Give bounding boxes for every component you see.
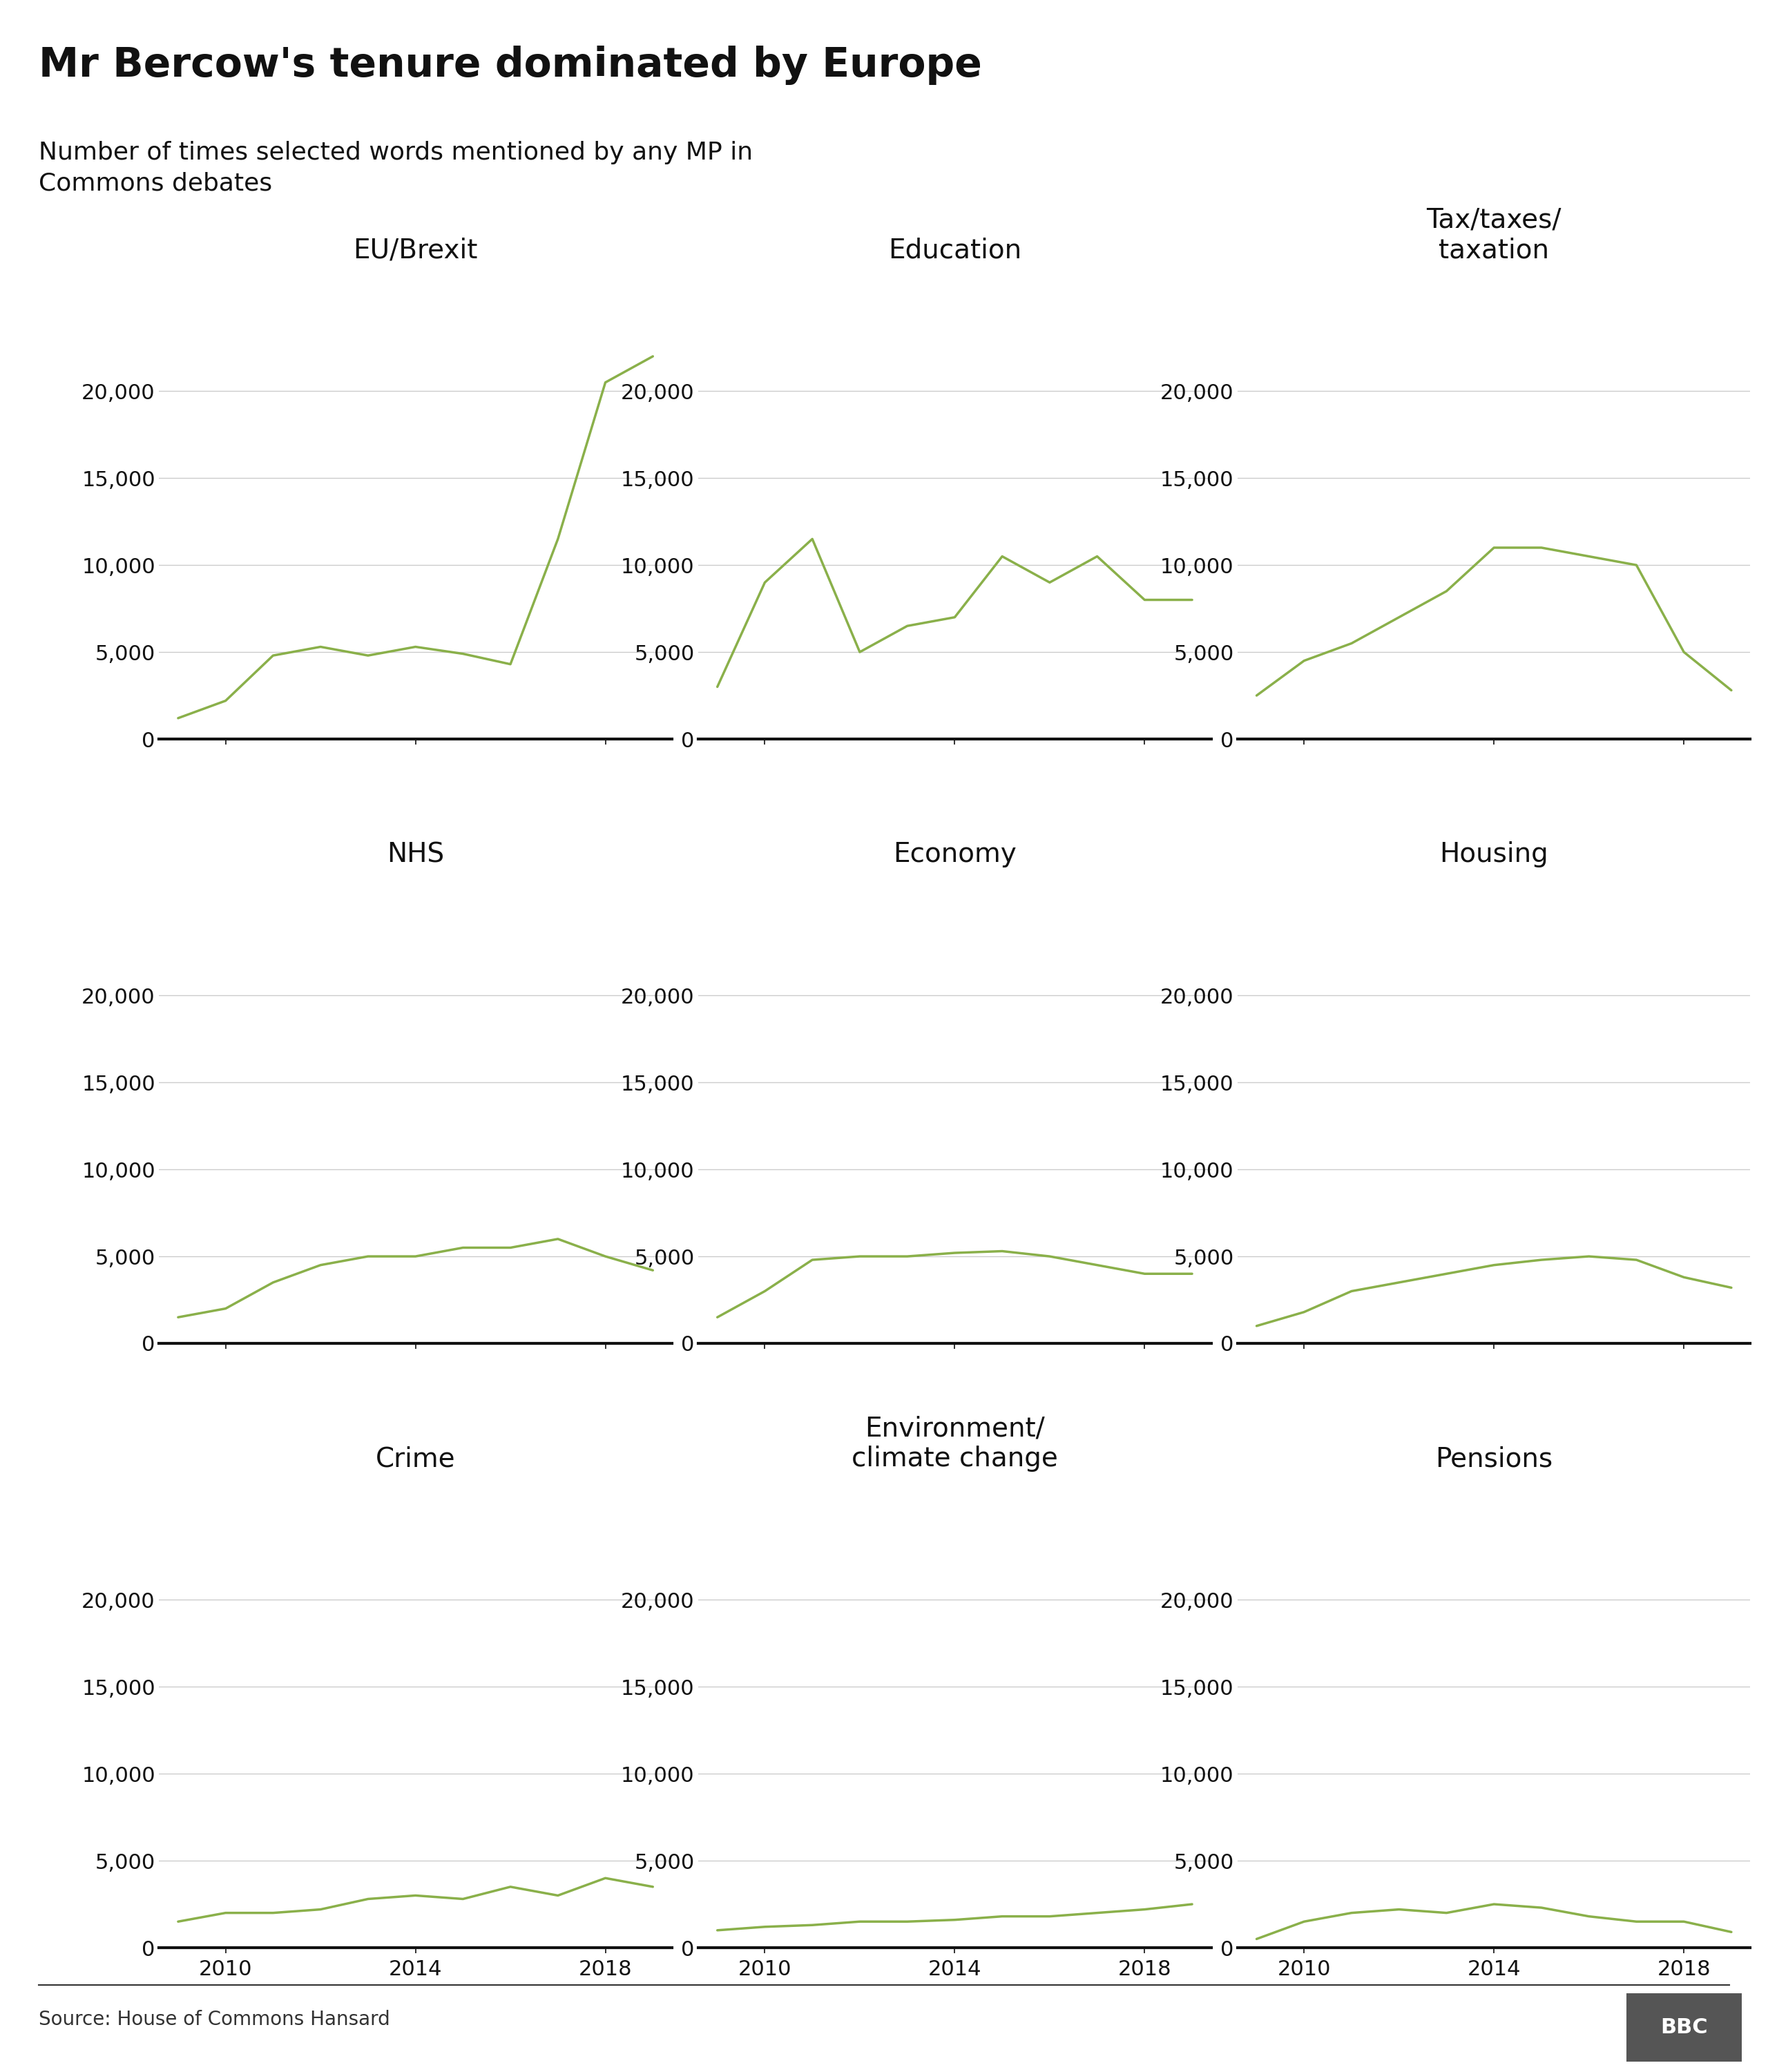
Text: Number of times selected words mentioned by any MP in
Commons debates: Number of times selected words mentioned… — [39, 141, 753, 195]
Title: EU/Brexit: EU/Brexit — [354, 236, 477, 263]
Title: Tax/taxes/
taxation: Tax/taxes/ taxation — [1427, 207, 1561, 263]
Title: Housing: Housing — [1439, 841, 1549, 868]
Text: Mr Bercow's tenure dominated by Europe: Mr Bercow's tenure dominated by Europe — [39, 46, 983, 85]
Title: Education: Education — [888, 236, 1022, 263]
Title: NHS: NHS — [387, 841, 444, 868]
Title: Economy: Economy — [893, 841, 1017, 868]
Title: Crime: Crime — [375, 1446, 456, 1471]
Text: Source: House of Commons Hansard: Source: House of Commons Hansard — [39, 2010, 391, 2028]
Title: Pensions: Pensions — [1436, 1446, 1552, 1471]
Title: Environment/
climate change: Environment/ climate change — [852, 1415, 1057, 1471]
Text: BBC: BBC — [1660, 2018, 1708, 2037]
